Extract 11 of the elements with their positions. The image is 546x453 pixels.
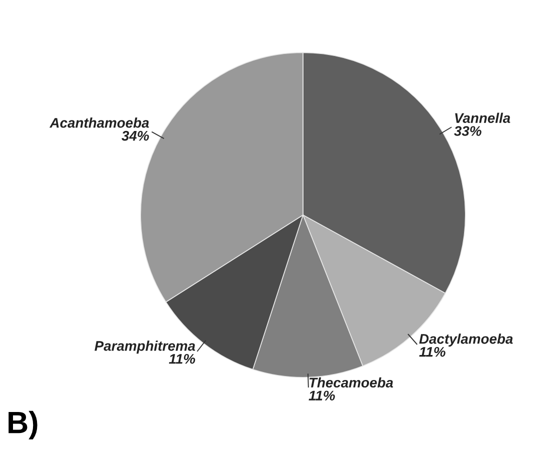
data-label: 33% — [454, 126, 482, 136]
slice-label: Acanthamoeba — [49, 118, 149, 128]
text: B) — [8, 410, 38, 440]
data-label: 11% — [168, 354, 196, 364]
data-label: 11% — [419, 346, 446, 357]
slice-label: Thecamoeba — [309, 377, 394, 388]
slice-label: Dactylamoeba — [419, 334, 513, 347]
data-label: 34% — [122, 130, 149, 141]
slice-label: Paramphitrema — [94, 340, 196, 354]
slice-label: Vannella — [455, 112, 510, 123]
data-label: 11% — [308, 390, 335, 400]
